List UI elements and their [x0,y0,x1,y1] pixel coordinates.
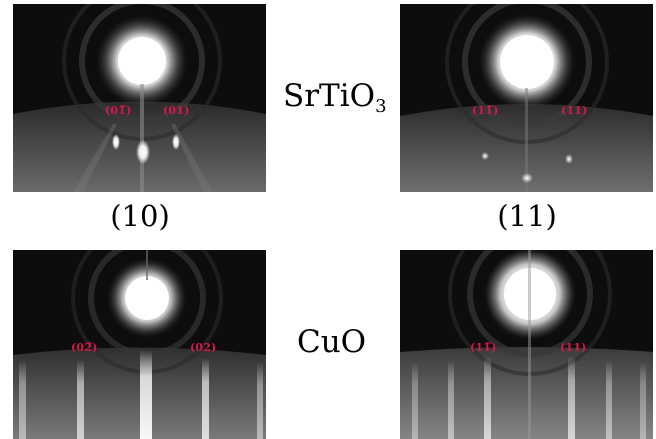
rheed-pattern-srtio3-11: (11̅) (11) [400,4,653,192]
spot-label-0-1: (01) [163,104,190,117]
spot-label-0-2: (02) [190,341,217,354]
material-label-srtio3: SrTiO3 [283,78,387,117]
rheed-pattern-cuo-11: (11̅) (11) [400,250,653,439]
spot-label-0-1bar: (01̅) [105,104,132,117]
rheed-pattern-srtio3-10: (01̅) (01) [13,4,266,192]
column-label-10: (10) [110,199,170,233]
column-label-11: (11) [497,199,557,233]
spot-label-0-2bar: (02̅) [71,341,98,354]
spot-label-1-1: (11) [561,104,588,117]
spot-label-1-1bar: (11̅) [472,104,499,117]
spot-label-1-1bar: (11̅) [470,341,497,354]
material-label-cuo: CuO [297,324,367,360]
rheed-pattern-cuo-10: (02̅) (02) [13,250,266,439]
spot-label-1-1: (11) [560,341,587,354]
